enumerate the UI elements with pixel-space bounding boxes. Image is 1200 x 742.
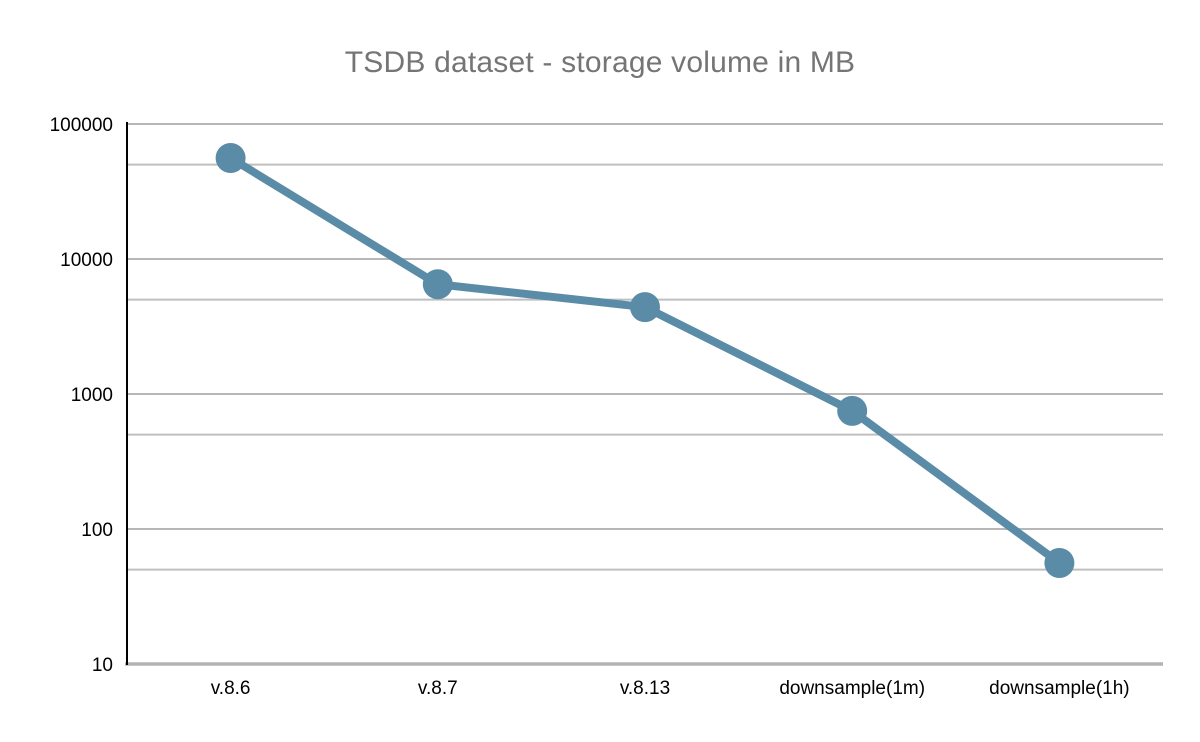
y-tick-label: 100000 — [50, 115, 113, 136]
data-point[interactable] — [215, 142, 246, 173]
x-axis-label: v.8.6 — [211, 678, 251, 699]
data-point[interactable] — [1044, 547, 1075, 578]
y-tick-label: 100 — [81, 520, 113, 541]
data-point[interactable] — [837, 395, 868, 426]
x-axis-label: v.8.7 — [418, 678, 458, 699]
chart-title: TSDB dataset - storage volume in MB — [344, 46, 856, 79]
data-point[interactable] — [422, 269, 453, 300]
y-tick-label: 10000 — [60, 250, 113, 271]
y-tick-label: 1000 — [71, 385, 113, 406]
y-tick-label: 10 — [92, 655, 113, 676]
data-point[interactable] — [630, 292, 660, 323]
x-axis-label: v.8.13 — [620, 678, 670, 699]
x-axis-label: downsample(1m) — [779, 678, 925, 699]
x-axis-label: downsample(1h) — [989, 678, 1129, 699]
data-line — [226, 153, 1064, 567]
